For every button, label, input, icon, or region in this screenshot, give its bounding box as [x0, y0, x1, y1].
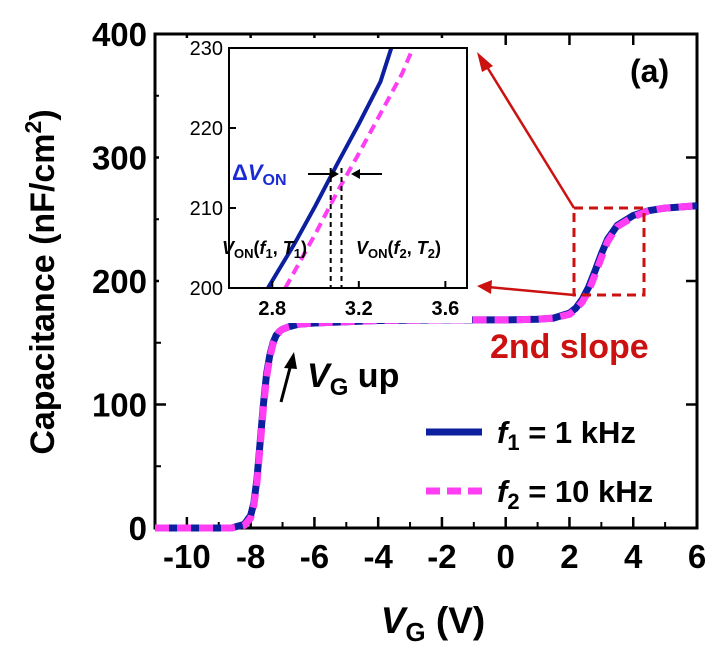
y-tick-label: 100: [92, 387, 147, 424]
y-tick-label: 400: [92, 16, 147, 53]
zoom-region-box: [572, 206, 646, 297]
inset-series-line-2: [283, 47, 415, 289]
legend: f1 = 1 kHz f2 = 10 kHz: [426, 415, 653, 514]
von1-label: VON(f1, T1): [222, 238, 307, 261]
zoom-arrowhead-bottom: [477, 280, 492, 294]
x-tick-label: -2: [427, 538, 456, 575]
inset-ticks: 2.8 3.2 3.6 200 210 220 230: [190, 38, 460, 320]
delta-arrowhead-left: [330, 169, 339, 179]
vg-up-label: VG up: [307, 357, 399, 401]
x-tick-label: 0: [497, 538, 515, 575]
x-tick-label: 6: [688, 538, 706, 575]
zoom-arrow-bottom: [487, 285, 575, 297]
legend-label-f2: f2 = 10 kHz: [497, 474, 653, 514]
zoom-arrowhead-top: [477, 52, 493, 72]
inset-plot-frame: [228, 47, 468, 289]
x-tick-label: -10: [163, 538, 211, 575]
x-tick-label: 4: [624, 538, 643, 575]
delta-arrowhead-right: [351, 169, 360, 179]
y-tick-label: 0: [129, 510, 147, 547]
inset-x-tick-label: 2.8: [258, 298, 286, 320]
legend-label-f1: f1 = 1 kHz: [497, 415, 636, 455]
inset-series-group: [266, 47, 415, 290]
y-tick-label: 300: [92, 140, 147, 177]
inset-chart: 2.8 3.2 3.6 200 210 220 230 ΔVON VON(f1, T1) V…: [159, 38, 472, 323]
second-slope-label: 2nd slope: [490, 328, 649, 366]
vg-up-arrow: [279, 363, 293, 403]
x-tick-label: -4: [364, 538, 394, 575]
inset-x-tick-label: 3.6: [431, 298, 459, 320]
inset-y-tick-label: 230: [190, 38, 223, 60]
inset-y-tick-label: 200: [190, 278, 223, 300]
inset-background: [159, 38, 472, 323]
inset-y-tick-label: 210: [190, 198, 223, 220]
x-tick-label: 2: [560, 538, 578, 575]
panel-label: (a): [630, 53, 669, 89]
y-axis-label: Capacitance (nF/cm2): [20, 109, 62, 454]
x-axis-label: VG (V): [381, 600, 486, 647]
vg-up-arrowhead: [284, 352, 297, 369]
zoom-arrow-top: [482, 61, 576, 209]
x-tick-label: -8: [236, 538, 265, 575]
y-tick-label: 200: [92, 263, 147, 300]
von2-label: VON(f2, T2): [356, 238, 441, 261]
inset-x-tick-label: 3.2: [345, 298, 373, 320]
inset-y-tick-label: 220: [190, 118, 223, 140]
inset-series-line-1: [266, 47, 394, 290]
delta-von-label: ΔVON: [232, 160, 287, 189]
x-tick-label: -6: [300, 538, 329, 575]
